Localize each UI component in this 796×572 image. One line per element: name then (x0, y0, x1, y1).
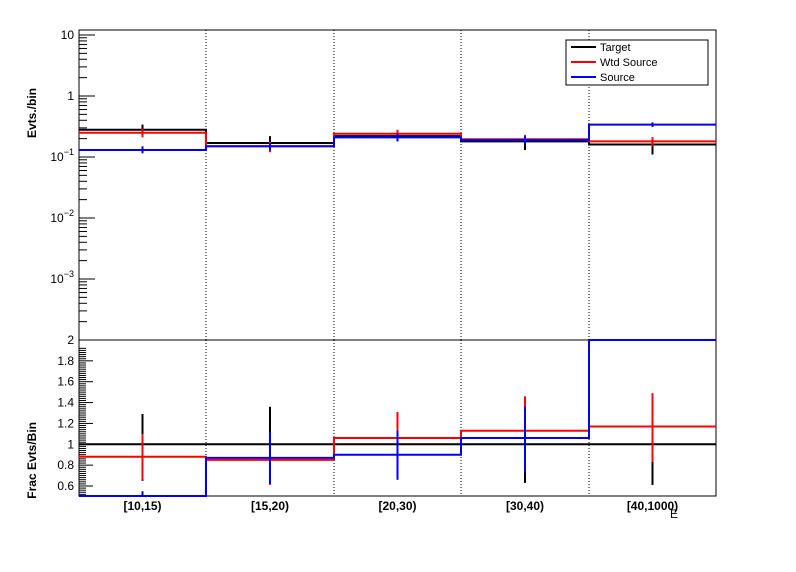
series-source (79, 122, 716, 154)
legend-label-source: Source (600, 72, 635, 84)
y-tick-label: 1.8 (57, 354, 74, 368)
y-tick-label: 2 (67, 333, 74, 347)
plot-frame (78, 339, 717, 497)
x-category-label: [15,20) (251, 499, 289, 513)
y-tick-label: 1.4 (57, 396, 74, 410)
x-category-label: [40,1000) (627, 499, 678, 513)
y-tick-label: 0.8 (57, 458, 74, 472)
y-tick-label: 1 (67, 89, 74, 103)
y-tick-label: 0.6 (57, 479, 74, 493)
x-category-label: [10,15) (123, 499, 161, 513)
bottom-panel: 0.6 0.8 1 1.2 1.4 1.6 1.8 2 [10,15) [15,20) [20,30… (57, 333, 717, 513)
y-tick-label: 1 (67, 437, 74, 451)
legend: Target Wtd Source Source (565, 39, 709, 86)
y-tick-label: 1.6 (57, 375, 74, 389)
y-tick-label: 10−2 (50, 208, 74, 225)
y-tick-label: 10 (61, 28, 75, 42)
legend-label-wtd-source: Wtd Source (600, 57, 657, 69)
x-category-label: [30,40) (506, 499, 544, 513)
y-tick-label: 10−1 (50, 147, 74, 164)
x-axis-title: E (670, 507, 678, 521)
series-source (79, 339, 716, 497)
bottom-y-axis-title: Frac Evts/Bin (25, 422, 39, 499)
top-y-axis-title: Evts./bin (25, 88, 39, 138)
y-tick-label: 1.2 (57, 416, 74, 430)
x-category-label: [20,30) (378, 499, 416, 513)
y-tick-label: 10−3 (50, 269, 74, 286)
legend-label-target: Target (600, 42, 631, 54)
